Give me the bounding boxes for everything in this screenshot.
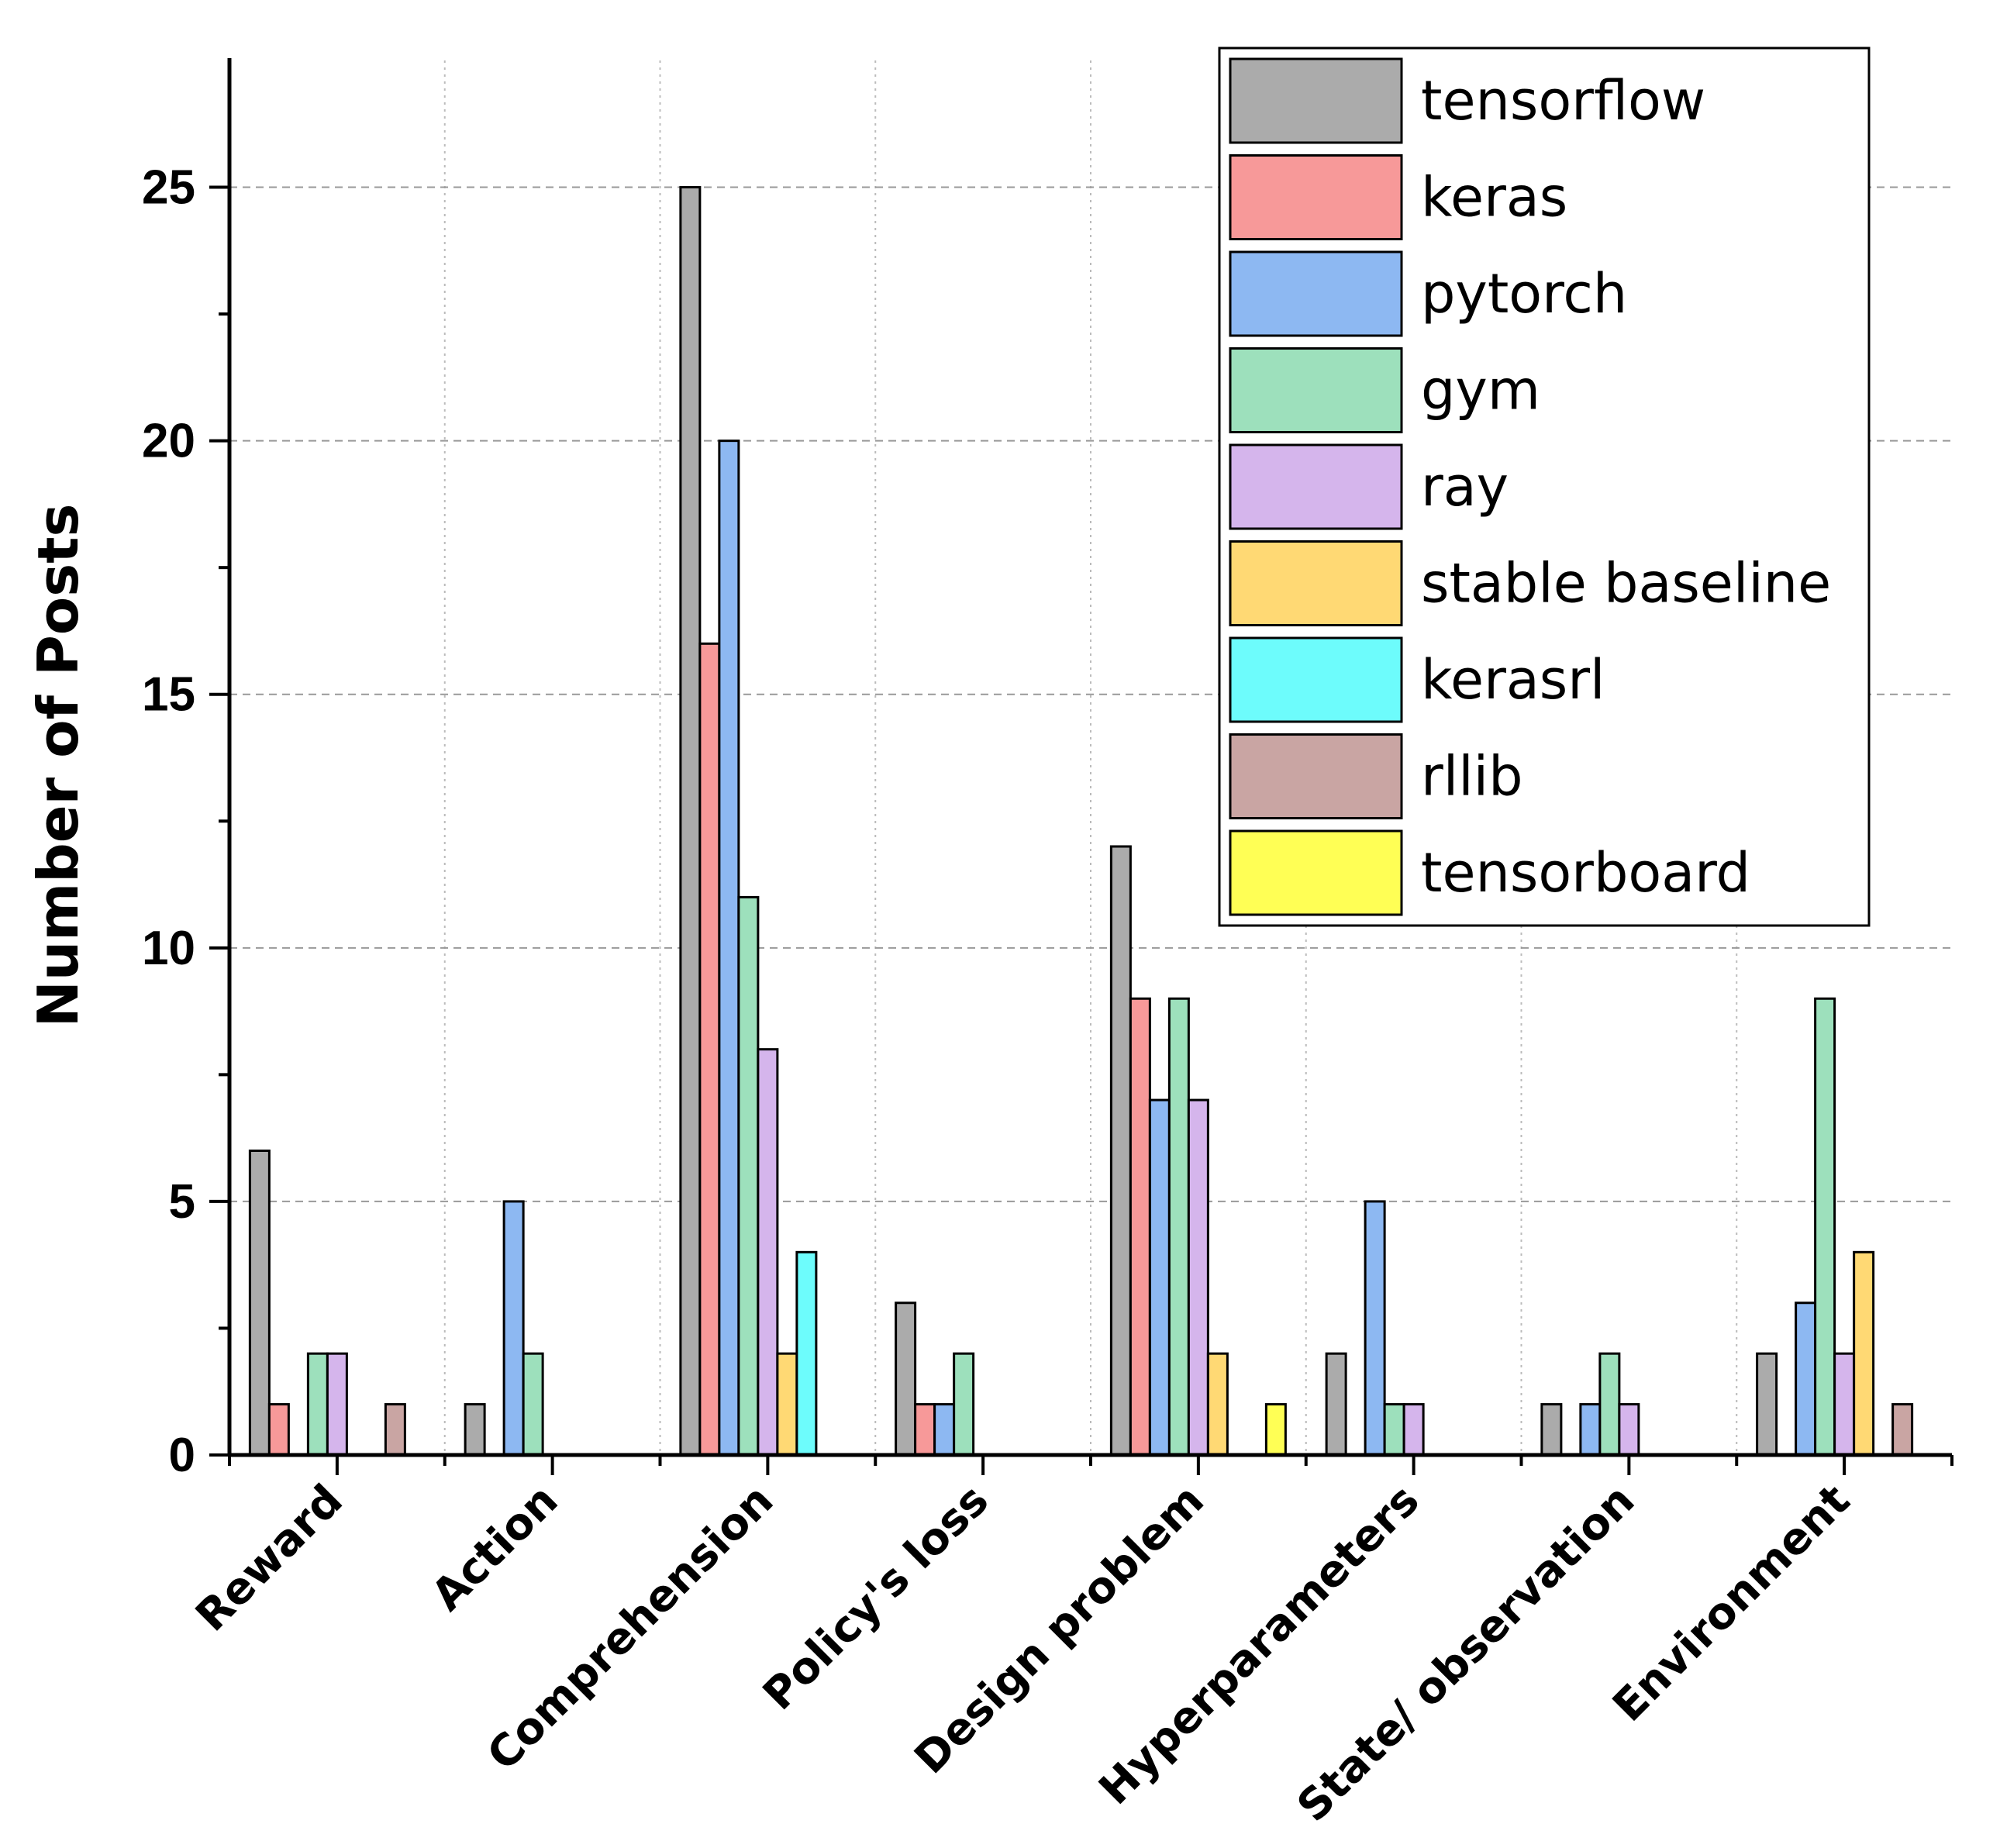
legend-label-ray: ray — [1421, 455, 1509, 519]
y-tick-label: 5 — [169, 1175, 195, 1229]
y-tick-label: 25 — [142, 161, 195, 215]
legend-swatch-tensorboard — [1229, 829, 1403, 916]
bar-gym-2 — [737, 895, 760, 1457]
bar-gym-5 — [1383, 1403, 1405, 1457]
legend-swatch-keras — [1229, 154, 1403, 240]
legend: tensorflow keras pytorch gym ray stable basel… — [1218, 47, 1871, 927]
bar-keras-2 — [698, 642, 721, 1457]
legend-swatch-ray — [1229, 443, 1403, 530]
bar-tensorflow-4 — [1109, 845, 1132, 1457]
bar-ray-6 — [1618, 1403, 1640, 1457]
bar-ray-5 — [1402, 1403, 1425, 1457]
legend-label-rllib: rllib — [1421, 745, 1523, 808]
bar-stable-baseline-7 — [1853, 1250, 1875, 1457]
bar-keras-3 — [914, 1403, 936, 1457]
x-tick-label: Action — [422, 1475, 568, 1621]
bar-gym-1 — [522, 1352, 544, 1457]
bar-stable-baseline-4 — [1206, 1352, 1229, 1457]
bar-kerasrl-2 — [795, 1250, 818, 1457]
bar-rllib-0 — [384, 1403, 406, 1457]
bar-pytorch-5 — [1364, 1200, 1386, 1457]
legend-label-gym: gym — [1421, 359, 1540, 422]
y-tick-label: 20 — [142, 415, 195, 468]
bar-gym-7 — [1814, 997, 1836, 1457]
y-axis-title: Number of Posts — [26, 504, 91, 1028]
axes-layer — [209, 58, 1953, 1475]
bar-gym-3 — [953, 1352, 975, 1457]
legend-label-tensorflow: tensorflow — [1421, 69, 1705, 133]
bar-ray-2 — [757, 1048, 779, 1457]
legend-swatch-kerasrl — [1229, 636, 1403, 723]
bars-layer — [248, 186, 1914, 1457]
bar-gym-0 — [306, 1352, 329, 1457]
legend-swatch-stable-baseline — [1229, 540, 1403, 626]
legend-label-keras: keras — [1421, 166, 1567, 229]
bar-pytorch-1 — [502, 1200, 525, 1457]
x-tick-label: Environment — [1603, 1475, 1860, 1732]
bar-rllib-7 — [1891, 1403, 1914, 1457]
bar-tensorflow-7 — [1756, 1352, 1778, 1457]
y-tick-label: 10 — [142, 922, 195, 975]
bar-gym-6 — [1598, 1352, 1621, 1457]
legend-swatch-rllib — [1229, 733, 1403, 819]
bar-gym-4 — [1167, 997, 1190, 1457]
legend-label-pytorch: pytorch — [1421, 262, 1627, 326]
x-tick-label: Policy's loss — [753, 1475, 998, 1720]
bar-ray-7 — [1833, 1352, 1856, 1457]
x-tick-label: Reward — [186, 1475, 352, 1641]
bar-tensorflow-1 — [464, 1403, 486, 1457]
bar-ray-0 — [326, 1352, 348, 1457]
legend-label-kerasrl: kerasrl — [1421, 648, 1605, 712]
bar-ray-4 — [1187, 1098, 1209, 1457]
bar-pytorch-6 — [1579, 1403, 1602, 1457]
legend-swatch-pytorch — [1229, 250, 1403, 337]
bar-pytorch-2 — [718, 440, 740, 1457]
bar-tensorboard-4 — [1264, 1403, 1287, 1457]
bar-tensorflow-5 — [1325, 1352, 1347, 1457]
bar-keras-4 — [1129, 997, 1151, 1457]
bar-keras-0 — [267, 1403, 290, 1457]
bar-tensorflow-2 — [679, 186, 702, 1457]
bar-stable-baseline-2 — [776, 1352, 798, 1457]
bar-tensorflow-3 — [895, 1302, 917, 1457]
legend-label-tensorboard: tensorboard — [1421, 841, 1750, 905]
bar-tensorflow-6 — [1540, 1403, 1563, 1457]
bar-pytorch-4 — [1148, 1098, 1171, 1457]
bar-pytorch-3 — [933, 1403, 956, 1457]
bar-tensorflow-0 — [248, 1149, 271, 1457]
legend-label-stable-baseline: stable baseline — [1421, 552, 1831, 615]
y-tick-label: 15 — [142, 668, 195, 722]
legend-swatch-tensorflow — [1229, 57, 1403, 144]
y-tick-label: 0 — [169, 1429, 195, 1482]
bar-pytorch-7 — [1795, 1302, 1817, 1457]
legend-swatch-gym — [1229, 347, 1403, 433]
